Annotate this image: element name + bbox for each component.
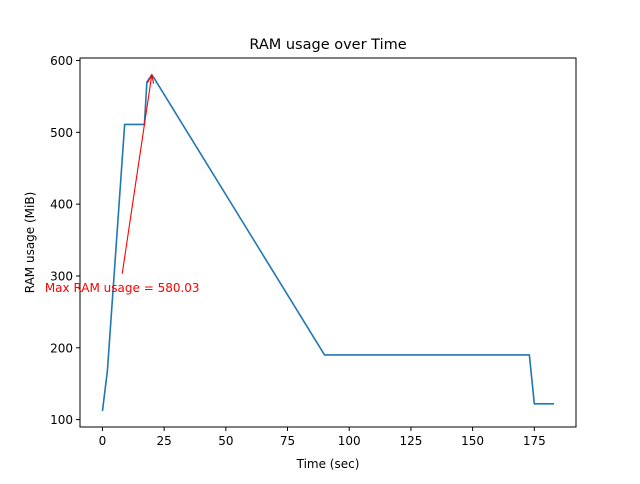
x-tick-label: 125 xyxy=(399,434,422,448)
y-tick-label: 100 xyxy=(50,413,73,427)
axis-ticks: 0 25 50 75 100 125 150 175 100 200 300 400 500 600 xyxy=(50,54,546,448)
y-tick-label: 300 xyxy=(50,269,73,283)
annotation-arrow xyxy=(121,74,153,274)
axes-frame xyxy=(79,57,577,428)
annotation-arrowhead xyxy=(147,73,155,84)
y-tick-label: 200 xyxy=(50,341,73,355)
y-tick-label: 500 xyxy=(50,126,73,140)
y-axis-label: RAM usage (MiB) xyxy=(23,192,37,294)
y-tick-label: 400 xyxy=(50,198,73,212)
plot-area xyxy=(101,73,555,412)
max-annotation-label: Max RAM usage = 580.03 xyxy=(45,281,200,295)
chart-title: RAM usage over Time xyxy=(249,37,406,53)
x-axis-label: Time (sec) xyxy=(296,457,360,471)
x-tick-label: 0 xyxy=(99,434,107,448)
x-tick-label: 75 xyxy=(280,434,295,448)
x-tick-label: 175 xyxy=(523,434,546,448)
x-tick-label: 50 xyxy=(218,434,233,448)
x-tick-label: 150 xyxy=(461,434,484,448)
x-tick-label: 25 xyxy=(157,434,172,448)
y-tick-label: 600 xyxy=(50,54,73,68)
x-tick-label: 100 xyxy=(338,434,361,448)
